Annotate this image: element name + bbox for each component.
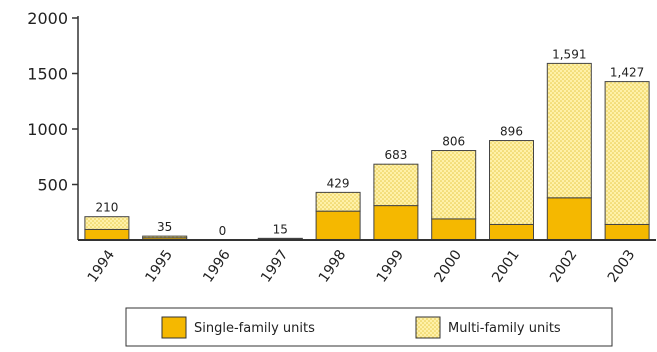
bar-multi-family (546, 62, 592, 199)
bar-total-label: 15 (273, 222, 288, 236)
x-tick-label: 1994 (85, 247, 119, 285)
y-tick-label: 500 (37, 176, 68, 195)
bar-single-family (546, 197, 592, 241)
bar-single-family (315, 210, 361, 241)
bar-total-label: 0 (219, 224, 227, 238)
bar-total-label: 683 (384, 148, 407, 162)
y-axis: 500 1000 1500 2000 (27, 9, 79, 240)
legend-swatch-single (161, 316, 187, 339)
x-tick-label: 2000 (431, 247, 465, 285)
bar-multi-family (257, 237, 303, 240)
bar-multi-family (489, 140, 534, 225)
x-tick-label: 2001 (489, 247, 523, 285)
bar-total-label: 1,591 (552, 47, 586, 61)
y-tick-label: 1000 (27, 120, 68, 139)
bars (84, 62, 650, 241)
data-labels: 210 35 0 15 429 683 806 896 1,591 1,427 (95, 47, 644, 238)
bar-single-family (431, 218, 477, 241)
legend-label-single: Single-family units (194, 321, 315, 336)
legend-box (125, 307, 613, 347)
legend-swatch-multi (415, 316, 441, 339)
bar-multi-family (315, 191, 361, 212)
x-tick-label: 2002 (547, 247, 581, 285)
x-tick-label: 1996 (200, 247, 234, 285)
x-tick-label: 1995 (142, 247, 176, 285)
bar-total-label: 429 (327, 176, 350, 190)
bar-multi-family (604, 81, 650, 225)
bar-single-family (489, 223, 534, 241)
x-tick-label: 1999 (374, 247, 408, 285)
bar-total-label: 806 (442, 135, 465, 149)
bar-multi-family (84, 216, 130, 230)
x-tick-label: 2003 (605, 247, 639, 285)
bar-single-family (604, 223, 650, 241)
bar-multi-family (142, 235, 188, 239)
y-tick-label: 2000 (27, 9, 68, 28)
x-tick-label: 1998 (316, 247, 350, 285)
bar-total-label: 896 (500, 125, 523, 139)
bar-multi-family (373, 163, 419, 207)
bar-total-label: 210 (95, 201, 118, 215)
x-axis: 1994 1995 1996 1997 1998 1999 2000 2001 2002 2003 (78, 239, 656, 285)
legend-label-multi: Multi-family units (448, 321, 561, 336)
x-tick-label: 1997 (258, 247, 292, 285)
bar-total-label: 1,427 (610, 66, 644, 80)
bar-single-family (373, 205, 419, 241)
bar-total-label: 35 (157, 220, 172, 234)
y-tick-label: 1500 (27, 65, 68, 84)
bar-multi-family (431, 150, 477, 220)
bar-single-family (84, 228, 130, 241)
legend: Single-family units Multi-family units (125, 307, 613, 347)
